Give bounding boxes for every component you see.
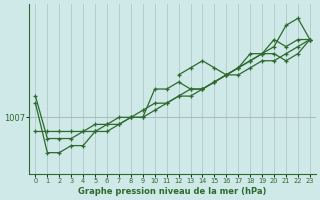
- X-axis label: Graphe pression niveau de la mer (hPa): Graphe pression niveau de la mer (hPa): [78, 187, 267, 196]
